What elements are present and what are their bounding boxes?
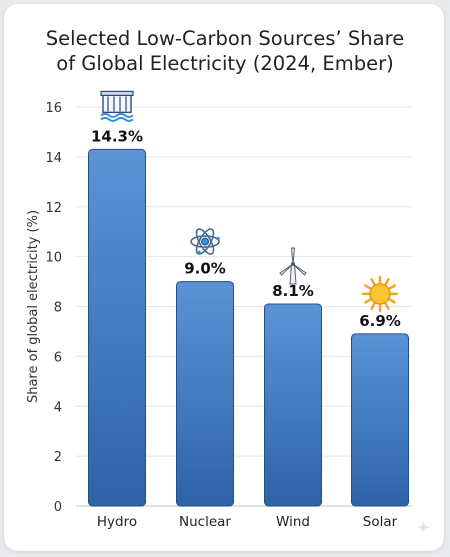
y-tick-label: 16 [45,101,62,116]
x-tick-label: Wind [276,514,310,530]
data-label: 14.3% [91,127,143,145]
y-tick-label: 2 [54,450,62,465]
bar-solar [351,333,409,507]
y-tick-label: 8 [54,301,62,316]
x-tick-label: Solar [363,514,398,530]
y-tick-label: 0 [54,500,62,515]
x-tick-label: Nuclear [179,514,231,530]
sparkle-icon: ✦ [416,518,432,539]
data-label: 8.1% [272,282,314,300]
x-tick-label: Hydro [97,514,137,530]
y-tick-label: 14 [45,151,62,166]
data-label: 9.0% [184,260,226,278]
sun-icon [361,275,399,313]
y-tick-label: 12 [45,201,62,216]
y-axis-label: Share of global electricity (%) [26,210,41,403]
atom-icon [190,228,220,255]
y-tick-label: 10 [45,251,62,266]
chart-title: Selected Low-Carbon Sources’ Share of Gl… [0,26,450,76]
chart-title-line-1: Selected Low-Carbon Sources’ Share [45,27,405,50]
bar-hydro [88,148,146,507]
chart-title-line-2: of Global Electricity (2024, Ember) [56,52,394,75]
y-tick-label: 4 [54,400,62,415]
wind-turbine-icon [279,247,307,285]
bar-wind [264,303,322,507]
bar-nuclear [176,281,234,507]
hydro-dam-icon [100,90,134,122]
y-tick-label: 6 [54,350,62,365]
data-label: 6.9% [359,312,401,330]
